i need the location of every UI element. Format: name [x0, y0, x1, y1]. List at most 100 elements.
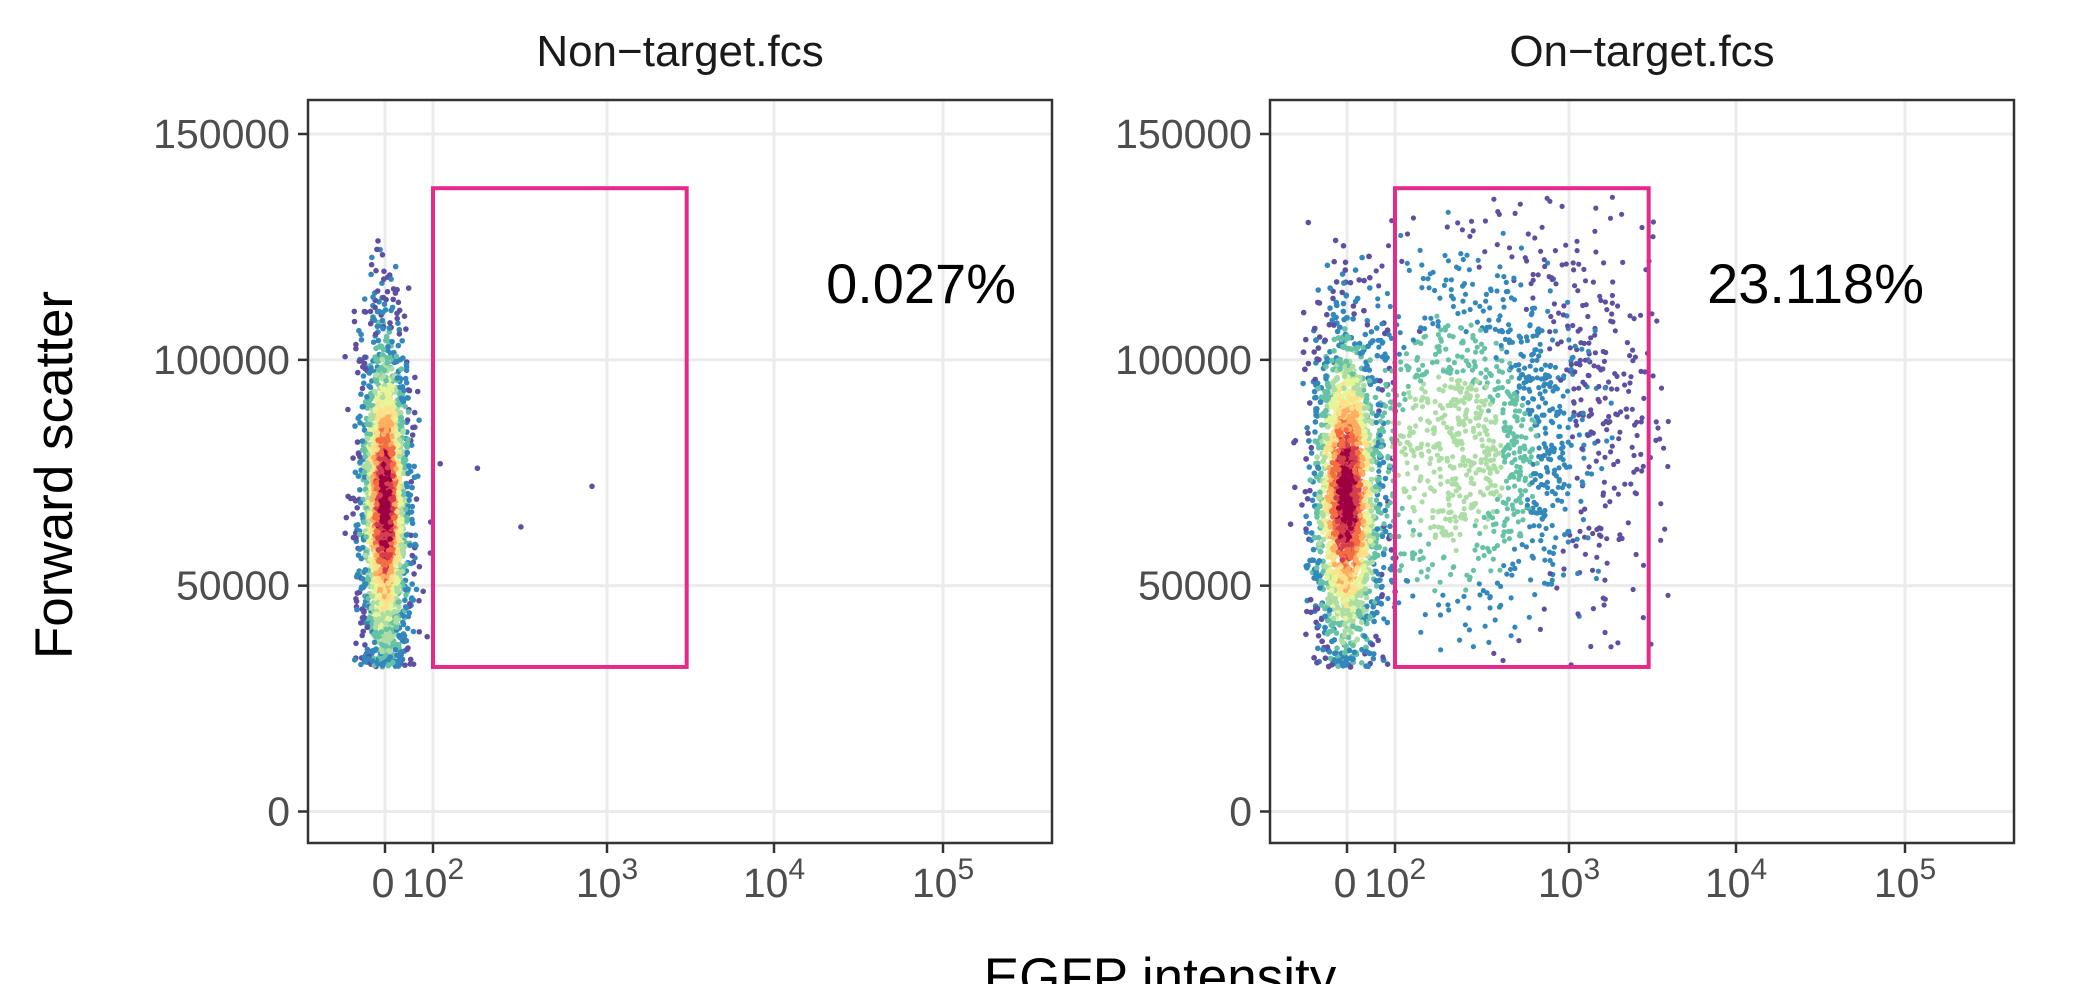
density-point	[356, 327, 362, 334]
density-point	[393, 619, 399, 625]
density-point	[1341, 326, 1348, 332]
density-point	[409, 484, 415, 491]
density-point	[370, 600, 376, 606]
density-point	[1380, 459, 1387, 466]
density-point	[395, 320, 401, 327]
density-point	[1343, 643, 1349, 649]
density-point	[1359, 392, 1365, 398]
density-point	[402, 506, 409, 512]
density-point	[1316, 445, 1322, 451]
density-point	[416, 417, 422, 424]
density-point	[383, 531, 389, 537]
density-point	[392, 646, 399, 653]
gate-rectangle	[431, 186, 689, 669]
density-point	[388, 576, 395, 583]
density-point	[1303, 513, 1309, 520]
density-point	[382, 475, 388, 482]
density-point	[345, 406, 351, 413]
density-point	[384, 504, 390, 510]
density-point	[1314, 454, 1320, 460]
y-tick-label: 0	[267, 789, 290, 835]
density-point	[1326, 629, 1333, 635]
density-point	[381, 409, 387, 416]
density-point	[1364, 480, 1370, 487]
density-point	[357, 500, 364, 506]
density-point	[1315, 633, 1322, 639]
density-point	[380, 373, 387, 379]
density-point	[1340, 300, 1347, 307]
x-tick-label: 0	[372, 860, 395, 906]
density-point	[374, 323, 381, 330]
density-point	[1350, 303, 1357, 309]
density-point	[1387, 523, 1393, 530]
density-point	[408, 479, 415, 485]
density-point	[396, 537, 402, 544]
density-point	[1330, 615, 1337, 622]
density-point	[407, 656, 414, 663]
density-point	[1350, 618, 1356, 624]
density-point	[381, 276, 387, 282]
density-point	[413, 496, 420, 502]
density-point	[381, 367, 388, 374]
density-point	[358, 391, 364, 398]
density-point	[400, 568, 406, 575]
density-point	[369, 620, 376, 626]
density-point	[351, 318, 358, 325]
density-point	[1364, 526, 1371, 532]
density-point	[356, 546, 363, 552]
density-point	[1362, 586, 1369, 592]
density-point	[1350, 316, 1356, 322]
density-point	[360, 628, 367, 635]
density-point	[385, 343, 391, 350]
density-point	[409, 552, 416, 559]
density-point	[400, 619, 406, 626]
density-point	[358, 337, 365, 343]
density-point	[402, 456, 409, 463]
density-point	[387, 536, 393, 542]
density-point	[1318, 422, 1325, 428]
density-point	[1343, 401, 1350, 408]
density-point	[388, 660, 394, 667]
density-point	[396, 326, 403, 333]
density-point	[387, 602, 394, 609]
density-point	[1372, 394, 1379, 401]
density-point	[1351, 649, 1358, 656]
density-point	[405, 409, 412, 415]
density-point	[379, 519, 386, 525]
density-point	[387, 320, 393, 326]
density-point	[1384, 661, 1391, 667]
density-point	[379, 309, 386, 316]
density-point	[375, 529, 381, 535]
density-point	[352, 469, 359, 476]
density-point	[381, 511, 387, 517]
density-point	[389, 506, 396, 512]
density-point	[1361, 366, 1368, 372]
density-point	[373, 611, 380, 618]
panel-title: On−target.fcs	[1509, 27, 1774, 76]
density-point	[1315, 645, 1321, 652]
density-point	[367, 308, 374, 315]
density-point	[385, 387, 392, 394]
density-point	[357, 453, 363, 460]
density-point	[359, 438, 366, 444]
density-point	[394, 549, 401, 556]
density-point	[357, 413, 363, 420]
density-point	[390, 296, 397, 303]
density-point	[389, 462, 396, 468]
density-point	[361, 380, 367, 387]
density-point	[362, 581, 369, 587]
density-point	[1371, 378, 1377, 385]
density-point	[364, 495, 371, 502]
density-point	[375, 535, 381, 541]
density-point	[371, 445, 377, 452]
density-point	[386, 329, 393, 335]
density-point	[1303, 526, 1309, 532]
density-point	[386, 418, 393, 425]
density-point	[416, 563, 423, 570]
density-point	[370, 294, 376, 300]
density-point	[1370, 513, 1377, 520]
density-point	[1368, 329, 1375, 335]
density-point	[398, 414, 405, 421]
density-point	[401, 563, 408, 570]
